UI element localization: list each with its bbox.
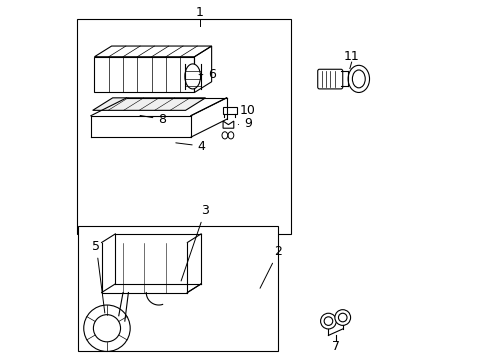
Text: 3: 3 [181, 204, 209, 281]
Text: 2: 2 [260, 245, 282, 288]
Text: 6: 6 [199, 68, 216, 81]
Text: 1: 1 [196, 6, 203, 19]
Text: 8: 8 [140, 113, 166, 126]
Text: 5: 5 [92, 240, 104, 313]
Bar [223, 108, 237, 114]
Text: 7: 7 [331, 340, 339, 353]
Text: 10: 10 [237, 104, 256, 117]
Ellipse shape [347, 65, 369, 93]
Bar [77, 19, 290, 234]
Ellipse shape [334, 310, 350, 325]
Text: 4: 4 [176, 140, 205, 153]
Polygon shape [93, 98, 205, 111]
Text: 9: 9 [238, 117, 251, 130]
Bar [78, 226, 278, 351]
FancyBboxPatch shape [317, 69, 342, 89]
Ellipse shape [184, 64, 200, 89]
Ellipse shape [320, 313, 336, 329]
Text: 11: 11 [343, 50, 359, 63]
